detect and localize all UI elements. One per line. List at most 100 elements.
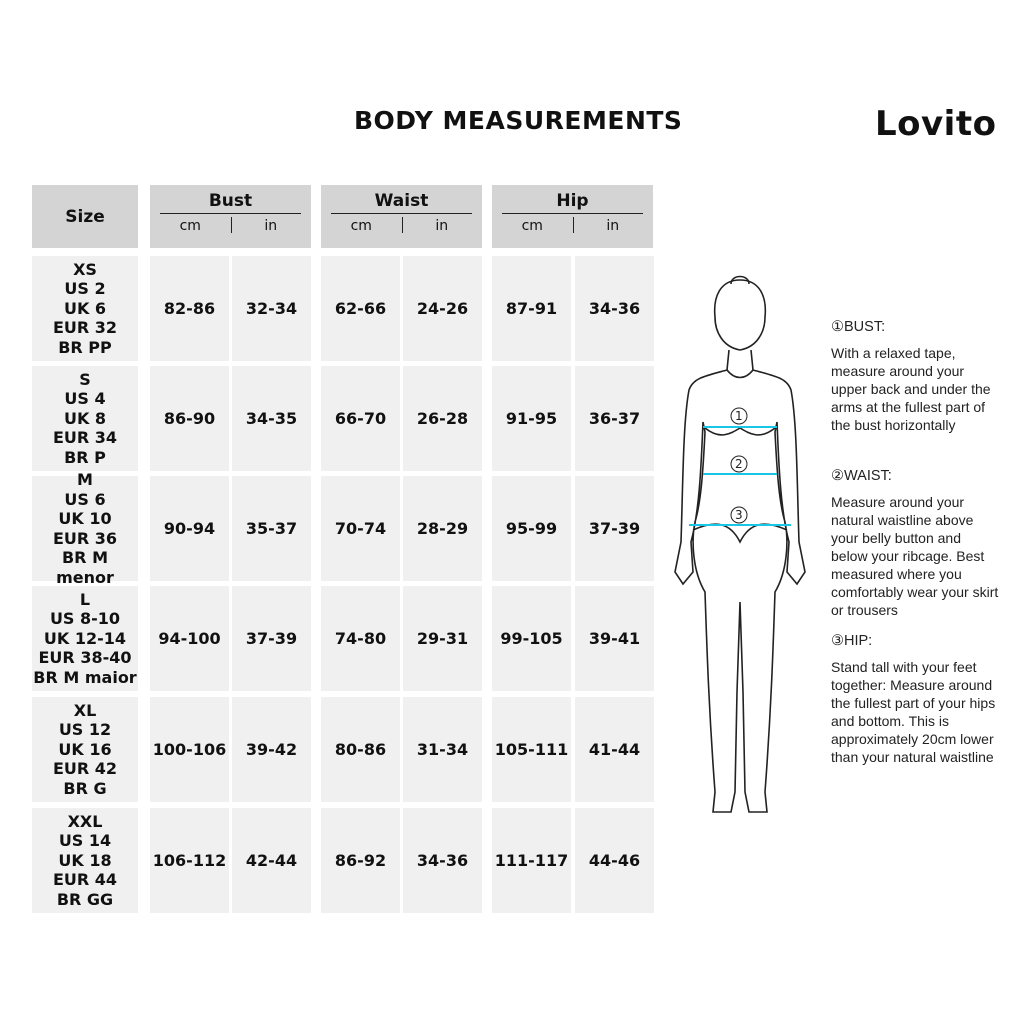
measurement-cell: 70-74 [321,476,400,581]
size-label: EUR 44 [52,870,118,890]
size-cell: XS US 2 UK 6 EUR 32 BR PP [32,256,138,361]
size-label: EUR 34 [52,428,118,448]
size-label: UK 6 [63,298,107,318]
marker-1: 1 [735,409,743,423]
size-label: EUR 36 [52,528,118,548]
group-label: Hip [556,191,589,211]
measurement-cell: 42-44 [232,808,311,913]
size-label: XXL [67,811,103,831]
size-label: UK 16 [58,739,112,759]
size-label: L [79,589,91,609]
measurement-cell: 31-34 [403,697,482,802]
measurement-cell: 86-90 [150,366,229,471]
measurement-cell: 111-117 [492,808,571,913]
underwear-line [692,523,788,544]
size-label: BR G [63,778,107,798]
size-label: EUR 32 [52,318,118,338]
size-label: UK 10 [58,509,112,528]
measurement-cell: 91-95 [492,366,571,471]
measurement-cell: 95-99 [492,476,571,581]
size-cell: XL US 12 UK 16 EUR 42 BR G [32,697,138,802]
hair-bun [730,275,750,285]
page-title: BODY MEASUREMENTS [354,106,683,135]
size-label: XL [73,700,97,720]
size-label: US 12 [58,720,112,740]
size-label: US 6 [64,489,106,509]
divider [331,213,472,214]
header-bust: Bust cm in [150,185,311,248]
size-label: US 8-10 [49,609,121,629]
size-cell: XXL US 14 UK 18 EUR 44 BR GG [32,808,138,913]
size-cell: S US 4 UK 8 EUR 34 BR P [32,366,138,471]
size-label: UK 8 [63,408,107,428]
measurement-cell: 41-44 [575,697,654,802]
size-label: XS [73,259,97,279]
size-label: BR PP [58,337,112,357]
measurement-cell: 99-105 [492,586,571,691]
marker-2: 2 [735,457,743,471]
measurement-cell: 35-37 [232,476,311,581]
measurement-cell: 106-112 [150,808,229,913]
bust-heading: ①BUST: [831,319,886,335]
unit-in: in [606,218,620,234]
measurement-cell: 24-26 [403,256,482,361]
size-label: BR P [64,447,106,467]
measurement-cell: 80-86 [321,697,400,802]
size-label: BR GG [56,889,114,909]
divider [160,213,301,214]
bust-instruction: ①BUST: With a relaxed tape, measure arou… [831,318,1001,434]
measurement-cell: 37-39 [575,476,654,581]
divider [572,217,574,233]
measurement-cell: 39-42 [232,697,311,802]
unit-cm: cm [521,218,543,234]
size-label: M [77,470,93,489]
hip-text: Stand tall with your feet together: Meas… [831,659,996,765]
head-outline [713,279,767,351]
measurement-cell: 26-28 [403,366,482,471]
divider [401,217,403,233]
measurement-cell: 39-41 [575,586,654,691]
size-label: BR M menor [56,548,114,587]
header-waist: Waist cm in [321,185,482,248]
measurement-cell: 37-39 [232,586,311,691]
group-label: Bust [208,191,253,211]
size-label: BR M maior [33,667,137,687]
measurement-cell: 34-35 [232,366,311,471]
divider [502,213,643,214]
size-label: US 2 [64,279,106,299]
group-label: Waist [374,191,429,211]
measurement-cell: 82-86 [150,256,229,361]
measurement-cell: 94-100 [150,586,229,691]
measurement-cell: 105-111 [492,697,571,802]
size-label: S [79,369,91,389]
measurement-cell: 34-36 [403,808,482,913]
measurement-cell: 100-106 [150,697,229,802]
brand-logo: Lovito [875,104,997,144]
measurement-cell: 34-36 [575,256,654,361]
unit-cm: cm [350,218,372,234]
measurement-cell: 90-94 [150,476,229,581]
bust-text: With a relaxed tape, measure around your… [831,345,991,433]
measurement-cell: 32-34 [232,256,311,361]
unit-in: in [264,218,278,234]
bust-curve [704,427,776,436]
marker-3: 3 [735,508,743,522]
measurement-cell: 87-91 [492,256,571,361]
size-label: US 14 [58,831,112,851]
size-cell: M US 6 UK 10 EUR 36 BR M menor [32,470,138,587]
unit-in: in [435,218,449,234]
waist-heading: ②WAIST: [831,468,892,484]
body-figure-illustration: 1 2 3 [674,275,806,813]
measurement-cell: 74-80 [321,586,400,691]
header-hip: Hip cm in [492,185,653,248]
header-size: Size [32,185,138,248]
measurement-cell: 86-92 [321,808,400,913]
measurement-cell: 66-70 [321,366,400,471]
size-label: UK 18 [58,850,112,870]
size-cell: L US 8-10 UK 12-14 EUR 38-40 BR M maior [32,586,138,691]
unit-cm: cm [179,218,201,234]
size-label: EUR 42 [52,759,118,779]
size-label: US 4 [64,389,106,409]
body-outline [674,349,806,813]
